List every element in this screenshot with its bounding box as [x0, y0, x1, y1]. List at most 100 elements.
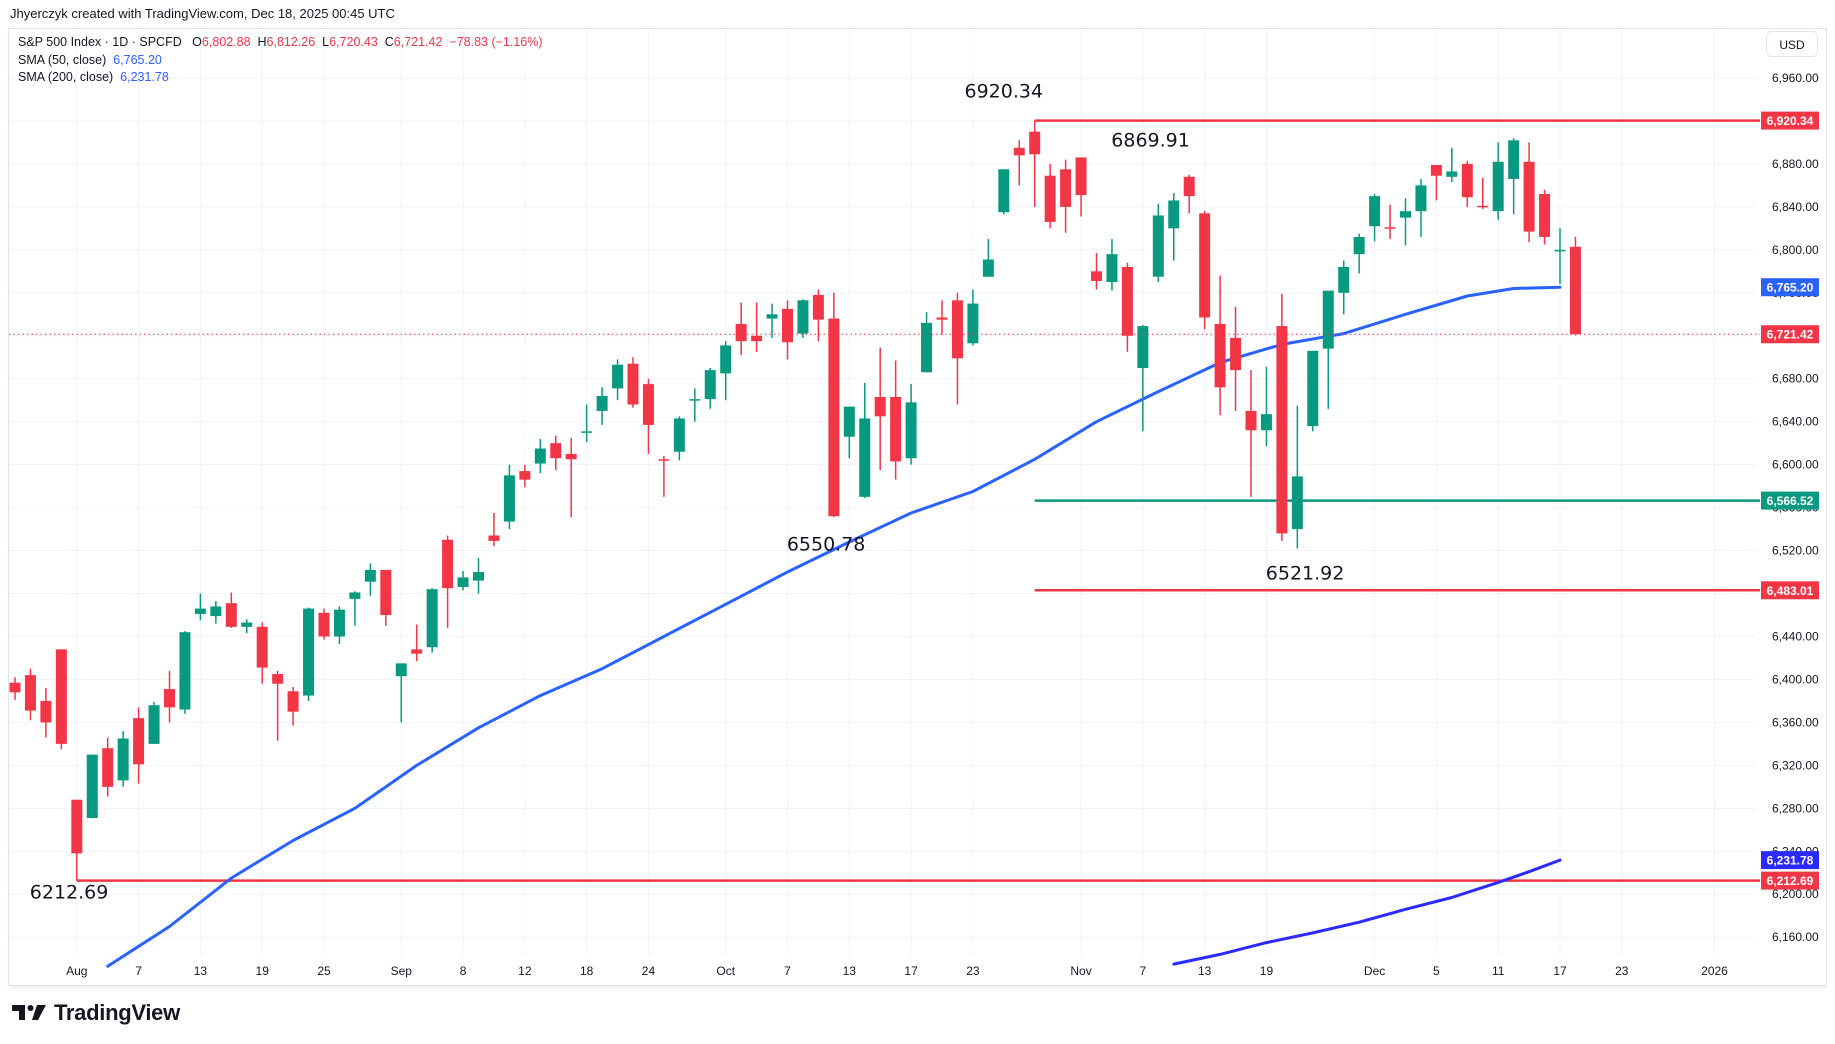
candle	[164, 670, 175, 723]
legend-change: −78.83 (−1.16%)	[449, 35, 543, 49]
currency-button[interactable]: USD	[1766, 31, 1818, 57]
candle	[581, 404, 593, 443]
time-tick-label: 19	[1260, 964, 1274, 978]
price-tag: 6,566.52	[1761, 491, 1819, 510]
time-tick-label: Aug	[66, 964, 87, 978]
svg-text:6,483.01: 6,483.01	[1767, 584, 1814, 598]
candle	[194, 593, 206, 621]
price-tick-label: 6,520.00	[1772, 544, 1819, 558]
candle	[1214, 275, 1226, 416]
time-tick-label: 23	[1615, 964, 1629, 978]
candle	[1091, 253, 1102, 290]
price-annotation: 6550.78	[787, 534, 866, 556]
candle	[1477, 177, 1489, 210]
candle	[1121, 262, 1133, 352]
candle	[1075, 157, 1087, 217]
time-tick-label: 25	[317, 964, 331, 978]
candle	[303, 607, 315, 701]
price-axis[interactable]: 6,960.006,920.006,880.006,840.006,800.00…	[1772, 71, 1819, 944]
candle	[225, 592, 237, 628]
svg-text:6,212.69: 6,212.69	[1767, 874, 1814, 888]
horizontal-level-lines[interactable]	[76, 119, 1760, 882]
price-tag: 6,231.78	[1761, 851, 1819, 870]
candle	[704, 367, 716, 409]
candle	[565, 437, 577, 518]
candle	[1137, 325, 1149, 432]
legend-low: 6,720.43	[329, 35, 378, 49]
candle	[1199, 211, 1211, 330]
legend-close: 6,721.42	[393, 35, 443, 49]
time-tick-label: 8	[460, 964, 467, 978]
candle	[1029, 120, 1041, 207]
time-axis[interactable]: Aug 7 13 19 25 Sep 8 12 18 24 Oct 7 13 17 23 Nov 7 13 19 De…	[9, 964, 1826, 988]
candle	[782, 300, 793, 360]
time-tick-label: 17	[904, 964, 918, 978]
candle	[287, 686, 299, 726]
sma50-line	[106, 285, 1562, 968]
candle	[1554, 228, 1566, 285]
price-tag: 6,765.20	[1761, 278, 1819, 297]
price-annotation: 6869.91	[1111, 130, 1190, 152]
candle	[1539, 189, 1551, 245]
candle	[148, 701, 160, 744]
time-tick-label: Sep	[391, 964, 413, 978]
candle	[998, 169, 1010, 215]
candle	[1276, 293, 1288, 541]
candle	[612, 359, 624, 401]
price-tick-label: 6,600.00	[1772, 458, 1819, 472]
chart-frame	[8, 28, 1827, 986]
candles	[9, 120, 1581, 881]
candle	[751, 302, 763, 352]
candle	[1230, 306, 1242, 411]
candle	[272, 670, 284, 741]
legend-symbol: S&P 500 Index · 1D · SPCFD	[18, 35, 182, 49]
svg-text:6,231.78: 6,231.78	[1767, 854, 1814, 868]
svg-text:6,920.34: 6,920.34	[1767, 114, 1814, 128]
time-tick-label: Oct	[716, 964, 735, 978]
legend-sma200-row[interactable]: SMA (200, close) 6,231.78	[18, 69, 543, 87]
price-tick-label: 6,960.00	[1772, 71, 1819, 85]
legend-high: 6,812.26	[266, 35, 316, 49]
legend-high-label: H	[257, 35, 267, 49]
tradingview-logo[interactable]: TradingView	[12, 1000, 180, 1026]
time-tick-label: 2026	[1701, 964, 1728, 978]
candle	[982, 239, 994, 277]
candle	[1338, 260, 1350, 315]
time-tick-label: 11	[1492, 964, 1505, 978]
candle	[1353, 233, 1365, 274]
svg-text:6,721.42: 6,721.42	[1767, 328, 1814, 342]
price-axis-tags: 6,920.34 6,566.52 6,483.01 6,212.69 6,765.20…	[1761, 111, 1819, 890]
price-tick-label: 6,160.00	[1772, 930, 1819, 944]
price-tick-label: 6,200.00	[1772, 887, 1819, 901]
candle	[1291, 405, 1303, 549]
candle	[1400, 198, 1411, 246]
price-tag: 6,212.69	[1761, 871, 1819, 890]
legend-sma50-label: SMA (50, close)	[18, 52, 107, 67]
candle	[797, 299, 809, 338]
chart-credit: Jhyerczyk created with TradingView.com, …	[10, 6, 395, 21]
candle	[1152, 203, 1164, 283]
time-tick-label: 7	[1140, 964, 1147, 978]
price-tag: 6,483.01	[1761, 581, 1819, 600]
candle	[333, 606, 345, 644]
legend-sma50-row[interactable]: SMA (50, close) 6,765.20	[18, 52, 543, 70]
sma200-line	[1172, 858, 1562, 966]
legend-sma50-value: 6,765.20	[113, 52, 162, 67]
candle	[1569, 236, 1581, 336]
candle	[720, 341, 732, 401]
candle	[905, 384, 917, 465]
time-tick-label: 23	[966, 964, 980, 978]
candle	[9, 677, 21, 700]
candle	[241, 619, 253, 634]
candle	[179, 631, 191, 714]
legend-sma200-label: SMA (200, close)	[18, 70, 114, 84]
legend-open-label: O	[192, 35, 202, 49]
candle	[642, 378, 654, 454]
candle	[828, 292, 840, 518]
candle	[843, 406, 855, 459]
candle	[210, 601, 222, 624]
legend-symbol-row[interactable]: S&P 500 Index · 1D · SPCFD O6,802.88 H6,…	[18, 34, 543, 52]
candle	[24, 668, 36, 721]
price-annotation: 6521.92	[1266, 563, 1345, 585]
